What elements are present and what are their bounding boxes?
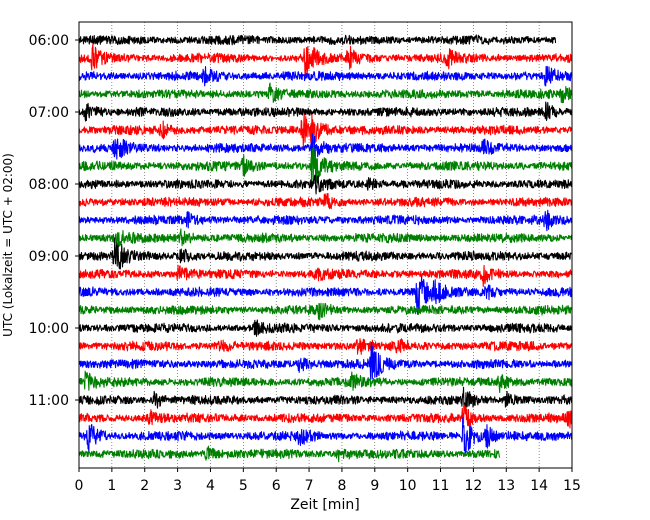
trace-0845-green <box>78 228 573 248</box>
trace-0830-blue <box>78 209 573 232</box>
trace-0915-red <box>78 264 573 288</box>
x-tick-label: 1 <box>107 478 116 494</box>
trace-0800-black <box>78 174 573 195</box>
x-tick-label: 15 <box>563 478 581 494</box>
y-tick-label: 11:00 <box>29 393 69 409</box>
x-tick-label: 14 <box>530 478 548 494</box>
y-tick-label: 07:00 <box>29 105 69 121</box>
trace-1045-green <box>78 370 573 394</box>
trace-0815-red <box>78 192 573 210</box>
y-axis: 06:00 07:00 08:00 09:00 10:00 11:00 <box>29 33 79 409</box>
trace-1130-blue <box>78 416 573 457</box>
trace-0715-red <box>78 113 573 148</box>
x-axis: 0 1 2 3 4 5 6 7 8 9 10 11 12 13 14 15 <box>75 468 581 494</box>
x-tick-label: 4 <box>206 478 215 494</box>
x-tick-label: 13 <box>497 478 515 494</box>
trace-0630-blue <box>78 65 573 87</box>
y-tick-label: 09:00 <box>29 249 69 265</box>
trace-1015-red <box>78 338 573 355</box>
x-tick-label: 5 <box>239 478 248 494</box>
x-tick-label: 6 <box>272 478 281 494</box>
x-tick-label: 11 <box>432 478 450 494</box>
x-tick-label: 12 <box>464 478 482 494</box>
trace-0930-blue <box>78 276 573 315</box>
grid-lines <box>111 22 540 468</box>
trace-1145-green <box>78 445 501 463</box>
trace-0645-green <box>78 82 573 104</box>
x-tick-label: 8 <box>337 478 346 494</box>
plot-frame <box>78 21 573 469</box>
x-tick-label: 10 <box>399 478 417 494</box>
trace-0700-black <box>78 101 573 122</box>
x-tick-label: 9 <box>370 478 379 494</box>
x-tick-label: 7 <box>305 478 314 494</box>
x-tick-label: 3 <box>173 478 182 494</box>
y-tick-label: 06:00 <box>29 33 69 49</box>
y-tick-label: 10:00 <box>29 321 69 337</box>
trace-0615-red <box>78 43 573 80</box>
trace-0945-green <box>78 302 573 321</box>
trace-1030-blue <box>78 341 573 381</box>
trace-0745-green <box>78 144 573 186</box>
trace-0600-black <box>78 34 557 46</box>
y-axis-label: UTC (Lokalzeit = UTC + 02:00) <box>1 153 15 337</box>
seismic-traces <box>78 34 573 463</box>
x-tick-label: 2 <box>140 478 149 494</box>
trace-0900-black <box>78 237 573 270</box>
trace-1115-red <box>78 404 573 429</box>
x-tick-label: 0 <box>75 478 84 494</box>
y-tick-label: 08:00 <box>29 177 69 193</box>
trace-1100-black <box>78 386 573 409</box>
trace-0730-blue <box>78 132 573 160</box>
trace-1000-black <box>78 319 573 337</box>
x-axis-label: Zeit [min] <box>290 497 359 513</box>
